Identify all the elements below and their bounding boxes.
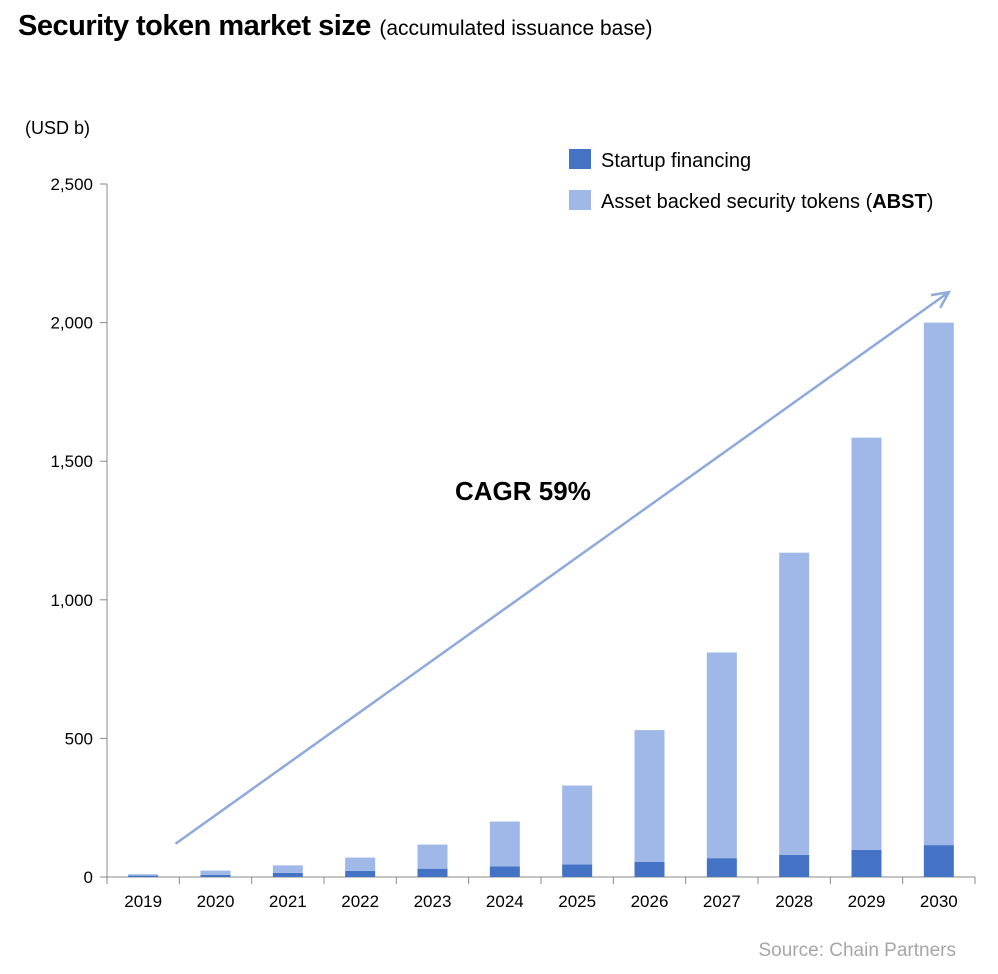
bar-startup-financing — [417, 868, 448, 877]
x-tick-label: 2025 — [558, 892, 596, 911]
cagr-arrow-line — [174, 291, 950, 845]
bar-startup-financing — [272, 872, 303, 877]
y-tick-labels: 0 500 1,000 1,500 2,000 2,500 — [50, 175, 93, 887]
chart-title: Security token market size (accumulated … — [18, 10, 653, 43]
y-tick-label: 0 — [84, 868, 93, 887]
bar-startup-financing — [923, 845, 954, 877]
source-note: Source: Chain Partners — [758, 940, 957, 961]
x-tick-label: 2022 — [341, 892, 379, 911]
legend-label: Startup financing — [601, 150, 751, 172]
legend: Startup financing Asset backed security t… — [569, 149, 933, 213]
cagr-label: CAGR 59% — [455, 476, 591, 506]
x-tick-label: 2019 — [124, 892, 162, 911]
y-tick-label: 2,500 — [50, 175, 93, 194]
x-tick-label: 2030 — [920, 892, 958, 911]
y-tick-label: 2,000 — [50, 314, 93, 333]
bar-startup-financing — [489, 866, 520, 877]
axes — [100, 183, 976, 884]
bar-startup-financing — [200, 874, 231, 877]
bar-abst — [345, 857, 376, 871]
y-axis-unit-label: (USD b) — [25, 118, 91, 138]
bar-startup-financing — [851, 849, 882, 877]
bar-abst — [200, 870, 231, 875]
x-tick-label: 2024 — [486, 892, 524, 911]
x-tick-label: 2023 — [414, 892, 452, 911]
cagr-annotation: CAGR 59% — [174, 290, 952, 845]
x-tick-label: 2026 — [631, 892, 669, 911]
bar-startup-financing — [779, 854, 810, 877]
x-tick-label: 2027 — [703, 892, 741, 911]
bar-abst — [923, 322, 954, 846]
x-tick-label: 2021 — [269, 892, 307, 911]
bar-abst — [489, 821, 520, 867]
x-tick-label: 2028 — [775, 892, 813, 911]
chart-title-main: Security token market size — [18, 10, 371, 42]
x-tick-label: 2029 — [848, 892, 886, 911]
y-tick-label: 1,500 — [50, 452, 93, 471]
bar-startup-financing — [706, 858, 737, 877]
cagr-arrow-head — [930, 290, 952, 309]
bar-startup-financing — [562, 864, 593, 877]
legend-swatch — [569, 190, 591, 210]
bar-abst — [562, 785, 593, 865]
bar-abst — [851, 437, 882, 850]
bar-startup-financing — [128, 875, 159, 877]
chart-subtitle: (accumulated issuance base) — [379, 17, 653, 40]
bar-abst — [779, 552, 810, 855]
x-tick-labels: 2019 2020 2021 2022 2023 2024 2025 2026 2027 2028… — [124, 892, 957, 911]
bar-abst — [706, 652, 737, 859]
bar-startup-financing — [345, 870, 376, 877]
bars — [128, 322, 954, 877]
bar-abst — [417, 844, 448, 869]
bar-abst — [272, 865, 303, 873]
x-tick-label: 2020 — [197, 892, 235, 911]
legend-label: Asset backed security tokens (ABST) — [601, 191, 933, 213]
bar-startup-financing — [634, 861, 665, 877]
bar-abst — [128, 874, 159, 876]
legend-swatch — [569, 149, 591, 169]
bar-abst — [634, 730, 665, 862]
y-tick-label: 500 — [65, 729, 93, 748]
y-tick-label: 1,000 — [50, 591, 93, 610]
